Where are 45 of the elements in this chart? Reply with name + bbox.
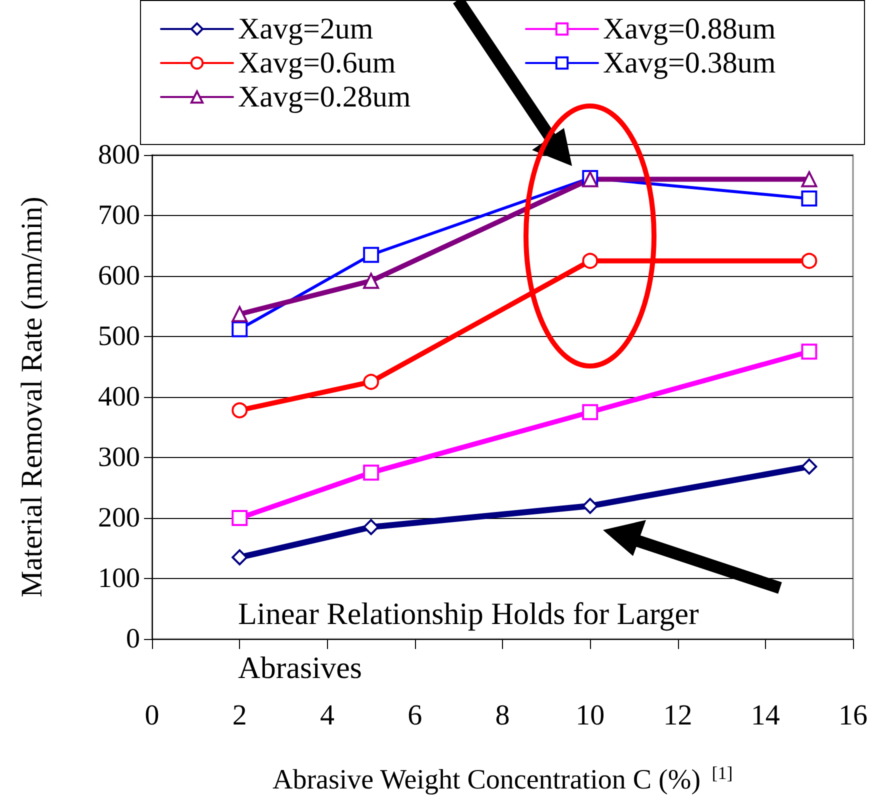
legend-label: Xavg=0.88um — [603, 12, 776, 46]
x-tick-label: 14 — [750, 700, 780, 732]
legend-label: Xavg=0.6um — [238, 46, 396, 80]
legend-label: Xavg=2um — [238, 12, 374, 46]
x-tick-label: 0 — [144, 700, 160, 732]
x-axis-title: Abrasive Weight Concentration C (%) [1] — [272, 763, 733, 796]
y-axis-title: Material Removal Rate (nm/min) — [16, 196, 48, 598]
x-tick-label: 2 — [232, 700, 247, 732]
y-tick-label: 300 — [98, 442, 140, 473]
y-tick-label: 800 — [98, 140, 140, 170]
point — [582, 404, 598, 420]
point — [801, 252, 818, 269]
point — [363, 272, 380, 289]
x-tick-label: 16 — [838, 700, 868, 732]
legend-label: Xavg=0.28um — [238, 80, 411, 114]
point — [363, 246, 380, 263]
point — [801, 190, 818, 207]
point — [801, 344, 818, 360]
annotation: Linear Relationship Holds for Larger — [238, 596, 700, 631]
x-tick-label: 6 — [408, 700, 422, 732]
y-tick-label: 600 — [98, 260, 140, 292]
y-tick-label: 0 — [126, 624, 140, 654]
point — [363, 374, 380, 390]
x-tick-label: 8 — [495, 700, 510, 732]
y-tick-label: 500 — [98, 321, 140, 352]
x-tick-label: 12 — [663, 700, 692, 732]
x-tick-label: 10 — [576, 700, 605, 732]
point — [232, 549, 248, 566]
x-tick-label: 4 — [320, 700, 335, 732]
point — [801, 171, 818, 188]
y-tick-label: 400 — [98, 382, 140, 412]
y-tick-label: 200 — [98, 502, 140, 534]
point — [232, 306, 248, 322]
point — [232, 402, 248, 418]
point — [363, 464, 380, 481]
y-tick-label: 100 — [98, 563, 140, 594]
point — [801, 458, 818, 475]
point — [363, 519, 380, 536]
point — [232, 321, 248, 338]
point — [582, 498, 598, 514]
point — [582, 252, 598, 269]
legend-label: Xavg=0.38um — [603, 46, 776, 80]
point — [232, 510, 248, 526]
y-tick-label: 700 — [98, 200, 140, 231]
text: Abrasives — [238, 650, 362, 685]
